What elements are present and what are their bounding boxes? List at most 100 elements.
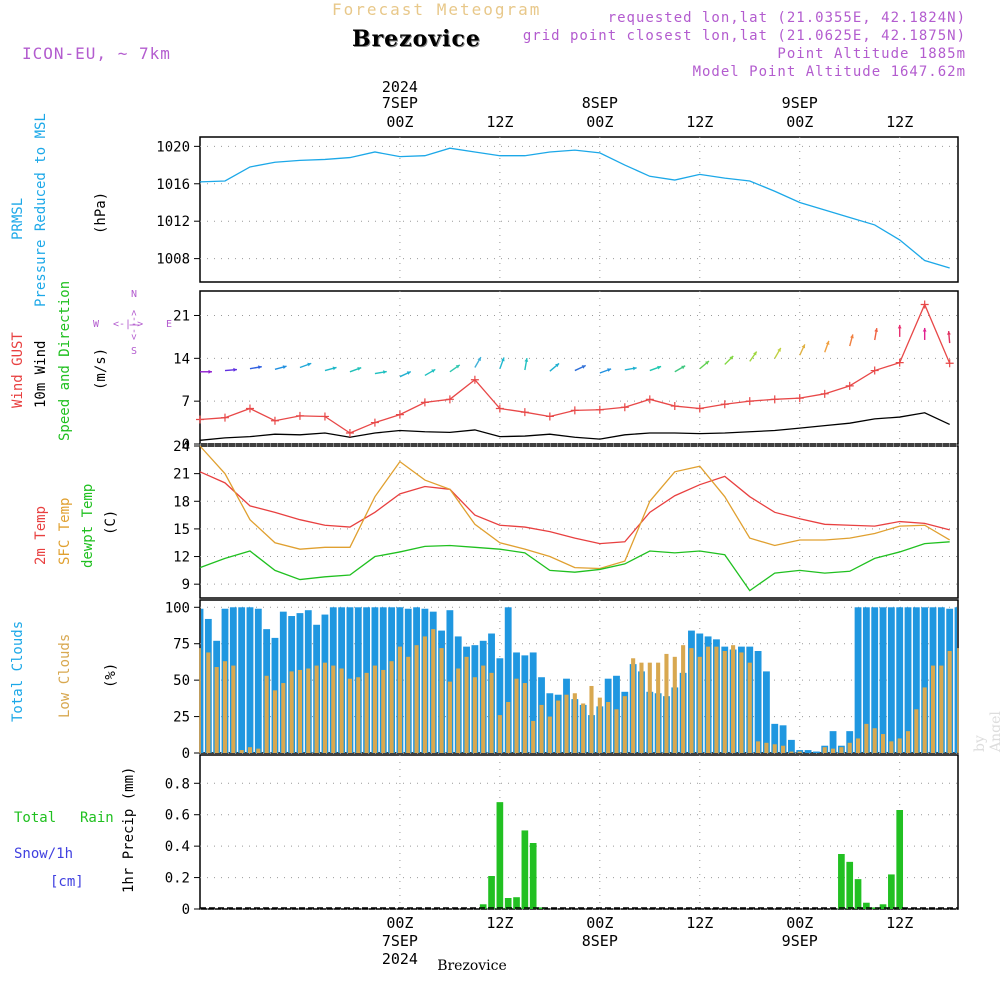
top-date-label: 9SEP <box>782 94 818 112</box>
gust-marker <box>745 397 754 406</box>
gust-marker <box>270 416 279 425</box>
gust-marker <box>920 300 929 309</box>
rain-bar <box>854 879 862 909</box>
gust-marker <box>620 403 629 412</box>
wind-arrow-head <box>455 364 460 369</box>
low-cloud-bar <box>472 677 477 753</box>
sfc-temp-line <box>199 445 951 570</box>
low-cloud-bar <box>331 665 336 753</box>
compass-n: N <box>131 289 138 300</box>
temp-tick-label: 9 <box>182 577 190 593</box>
wind-arrow-head <box>357 367 362 371</box>
low-cloud-bar <box>706 646 711 753</box>
low-cloud-bar <box>914 709 919 753</box>
gust-marker <box>295 411 304 420</box>
gust-marker <box>220 413 229 422</box>
low-cloud-bar <box>714 646 719 753</box>
top-hour-label: 12Z <box>486 113 513 131</box>
top-hour-label: 12Z <box>686 113 713 131</box>
top-date-label: 7SEP <box>382 94 418 112</box>
total-cloud-bar <box>862 607 870 753</box>
precip-total-label: Total <box>14 810 57 826</box>
wind-arrow-head <box>705 361 709 365</box>
clouds-tick-label: 25 <box>173 710 190 726</box>
low-cloud-bar <box>297 669 303 753</box>
wind-arrow-head <box>332 366 337 371</box>
low-cloud-bar <box>606 702 611 753</box>
low-cloud-bar <box>239 750 244 753</box>
gust-marker <box>545 412 554 421</box>
rain-bar <box>496 802 504 909</box>
total-cloud-bar <box>496 658 504 753</box>
gust-marker <box>420 398 429 407</box>
wind-arrow-head <box>681 365 686 370</box>
low-cloud-bar <box>564 694 569 753</box>
wind-arrow-head <box>431 369 436 373</box>
low-cloud-bar <box>822 747 827 753</box>
total-cloud-bar <box>254 608 262 753</box>
gust-marker <box>870 366 879 375</box>
compass-w: W <box>93 319 100 330</box>
low-cloud-bar <box>539 704 544 753</box>
low-cloud-bar <box>514 678 519 753</box>
gust-marker <box>245 404 254 413</box>
low-cloud-bar <box>481 665 486 753</box>
wind-arrow-head <box>874 328 879 332</box>
low-cloud-bar <box>722 651 727 753</box>
rain-bar <box>521 830 529 909</box>
model-altitude: Model Point Altitude 1647.62m <box>692 64 966 80</box>
gust-marker <box>645 395 654 404</box>
gust-marker <box>795 394 804 403</box>
rain-bar <box>838 854 845 909</box>
low-cloud-bar <box>314 665 319 753</box>
low-cloud-bar <box>522 683 527 753</box>
rain-bar <box>479 904 487 909</box>
wind-arrow-head <box>753 351 757 356</box>
gust-marker <box>370 418 379 427</box>
gust-marker <box>895 358 904 367</box>
low-cloud-bar <box>381 669 386 753</box>
bottom-date-label: 8SEP <box>582 932 618 950</box>
wind-arrow-head <box>258 365 262 370</box>
precip-tick-label: 0.2 <box>165 871 190 887</box>
temp-tick-label: 21 <box>173 467 190 483</box>
top-date-label: 8SEP <box>582 94 618 112</box>
wind-arrow-head <box>382 370 387 375</box>
bottom-hour-label: 12Z <box>686 914 713 932</box>
top-hour-label: 12Z <box>886 113 913 131</box>
gust-marker <box>595 405 604 414</box>
low-cloud-bar <box>897 738 902 753</box>
wind-arrow-head <box>477 357 481 362</box>
low-cloud-bar <box>622 696 627 753</box>
total-cloud-bar <box>504 607 512 753</box>
low-cloud-bar <box>339 668 344 753</box>
top-hour-label: 00Z <box>786 113 813 131</box>
low-cloud-bar <box>631 658 636 753</box>
chart-title: Forecast Meteogram <box>332 0 542 19</box>
rain-bar <box>896 810 904 909</box>
total-cloud-bar <box>246 607 254 753</box>
clouds-tick-label: 100 <box>165 600 190 616</box>
precip-rain-label: Rain <box>80 810 114 826</box>
wind-arrow-head <box>897 324 902 329</box>
low-cloud-bar <box>247 747 253 753</box>
wind-arrow-head <box>657 365 662 370</box>
low-cloud-bar <box>672 656 677 753</box>
gust-marker <box>445 395 454 404</box>
wind-arrow-head <box>801 344 806 349</box>
low-cloud-bar <box>831 748 836 753</box>
low-cloud-bar <box>597 697 602 753</box>
clouds-tick-label: 75 <box>173 637 190 653</box>
low-cloud-bar <box>689 648 694 753</box>
low-cloud-bar <box>214 667 219 753</box>
low-cloud-bar <box>922 687 927 753</box>
low-cloud-bar <box>556 700 561 753</box>
low-cloud-bar <box>589 685 594 753</box>
grid-coords: grid point closest lon,lat (21.0625E, 42… <box>522 28 966 44</box>
low-cloud-bar <box>905 731 911 753</box>
wind-arrow-head <box>208 369 212 374</box>
low-cloud-bar <box>231 665 236 753</box>
gust-marker <box>695 404 704 413</box>
total-cloud-bar <box>238 607 246 753</box>
low-cloud-bar <box>289 671 294 753</box>
